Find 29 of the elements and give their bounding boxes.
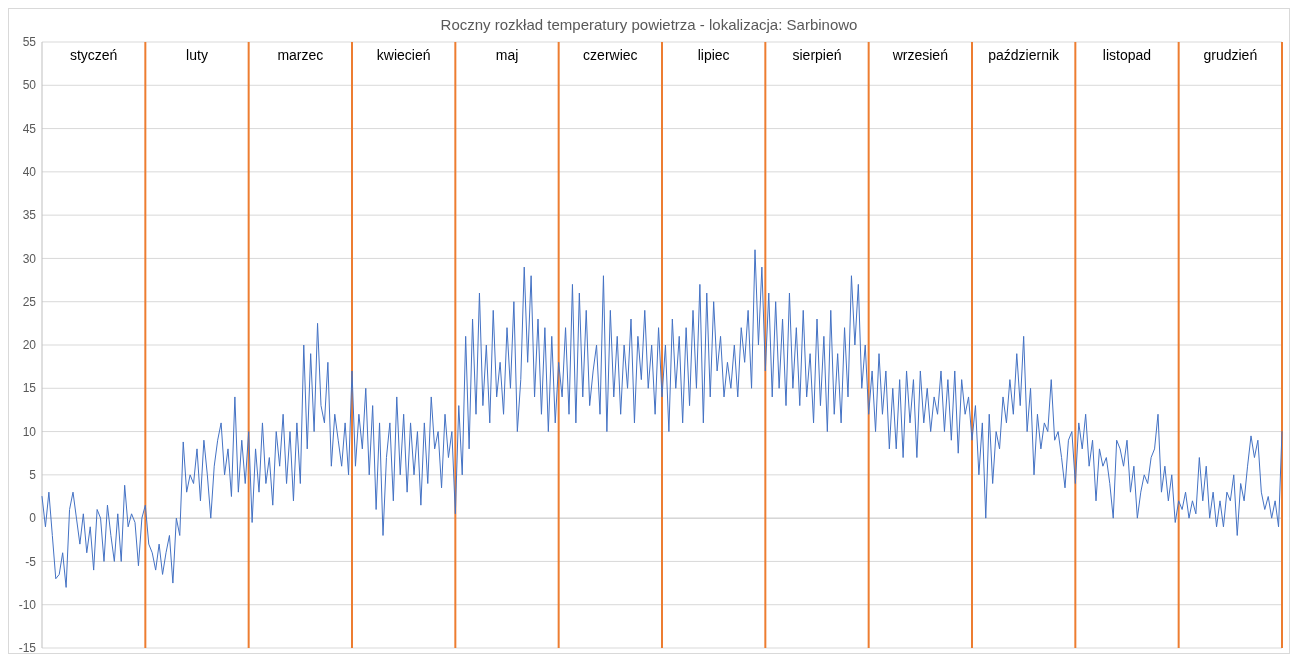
annotation: grudzień (1203, 47, 1258, 63)
annotation: marzec (277, 47, 324, 63)
annotation: maj (495, 47, 519, 63)
y-tick-label: 5 (29, 468, 37, 483)
y-tick-label: 50 (22, 78, 37, 93)
annotation: listopad (1102, 47, 1152, 63)
y-tick-label: 35 (22, 208, 37, 223)
annotation: lipiec (697, 47, 730, 63)
y-tick-label: 25 (22, 294, 37, 309)
y-tick-label: -5 (25, 554, 37, 569)
annotation: styczeń (69, 47, 118, 63)
line-series (41, 249, 1283, 588)
annotation: luty (186, 47, 208, 63)
annotation: kwiecień (376, 47, 431, 63)
y-tick-label: 20 (22, 338, 37, 353)
y-tick-label: 15 (22, 381, 37, 396)
chart-title: Roczny rozkład temperatury powietrza - lokalizacja: Sarbinowo (440, 16, 858, 33)
y-tick-label: 55 (22, 35, 37, 50)
annotation: czerwiec (583, 47, 638, 63)
y-tick-label: -15 (18, 641, 37, 656)
annotation: październik (988, 47, 1061, 63)
annotation: sierpień (792, 47, 842, 63)
y-tick-label: -10 (18, 597, 37, 612)
y-tick-label: 40 (22, 165, 37, 180)
annotation: wrzesień (891, 47, 948, 63)
y-tick-label: 0 (29, 511, 37, 526)
y-tick-label: 10 (22, 424, 37, 439)
y-tick-label: 45 (22, 121, 37, 136)
y-tick-label: 30 (22, 251, 37, 266)
